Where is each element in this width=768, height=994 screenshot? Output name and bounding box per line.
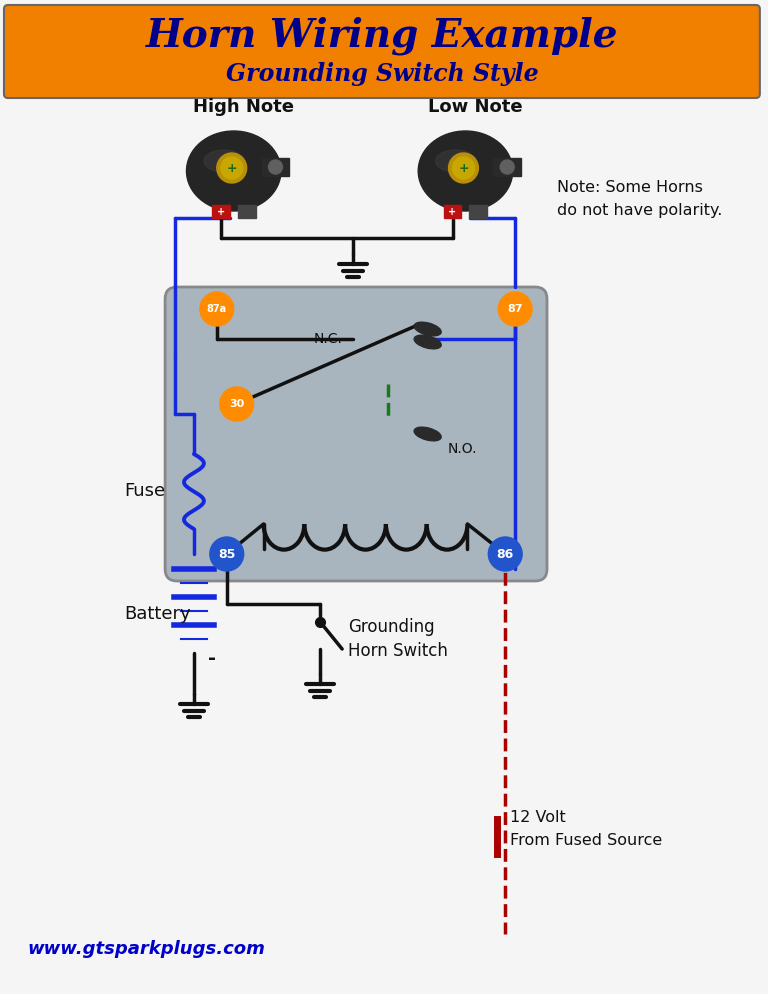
Ellipse shape — [414, 335, 441, 349]
Bar — [238, 205, 256, 218]
Ellipse shape — [419, 131, 513, 211]
Bar — [212, 205, 230, 218]
Circle shape — [200, 292, 233, 326]
Ellipse shape — [435, 150, 475, 172]
Circle shape — [210, 537, 243, 571]
Bar — [262, 158, 290, 176]
Circle shape — [217, 153, 247, 183]
Text: 30: 30 — [229, 399, 244, 409]
Text: N.C.: N.C. — [314, 332, 343, 346]
Text: 86: 86 — [497, 548, 514, 561]
Text: Grounding
Horn Switch: Grounding Horn Switch — [348, 617, 448, 660]
Ellipse shape — [414, 322, 441, 336]
Text: 87: 87 — [508, 304, 523, 314]
Text: +: + — [208, 547, 223, 565]
Circle shape — [220, 157, 243, 179]
Circle shape — [220, 387, 253, 421]
Bar — [444, 205, 462, 218]
Text: Horn Wiring Example: Horn Wiring Example — [146, 17, 618, 56]
Text: +: + — [227, 161, 237, 175]
Circle shape — [488, 537, 522, 571]
FancyBboxPatch shape — [165, 287, 547, 581]
Ellipse shape — [414, 427, 441, 440]
Text: -: - — [208, 648, 216, 668]
Text: 87a: 87a — [207, 304, 227, 314]
Ellipse shape — [204, 150, 243, 172]
Text: 85: 85 — [218, 548, 236, 561]
Circle shape — [500, 160, 515, 174]
FancyBboxPatch shape — [4, 5, 760, 98]
Ellipse shape — [187, 131, 281, 211]
Circle shape — [452, 157, 475, 179]
Text: Low Note: Low Note — [428, 98, 523, 116]
Text: 12 Volt
From Fused Source: 12 Volt From Fused Source — [510, 810, 663, 848]
Text: +: + — [449, 207, 457, 217]
Text: N.O.: N.O. — [448, 442, 477, 456]
Circle shape — [269, 160, 283, 174]
Text: Fuse: Fuse — [124, 482, 165, 500]
Bar — [469, 205, 488, 218]
Text: High Note: High Note — [194, 98, 294, 116]
Text: Note: Some Horns
do not have polarity.: Note: Some Horns do not have polarity. — [557, 180, 723, 218]
Text: +: + — [217, 207, 225, 217]
Text: +: + — [458, 161, 468, 175]
Circle shape — [498, 292, 532, 326]
Text: Battery: Battery — [124, 605, 191, 623]
Text: www.gtsparkplugs.com: www.gtsparkplugs.com — [28, 940, 266, 958]
Text: Grounding Switch Style: Grounding Switch Style — [226, 62, 538, 86]
Bar — [493, 158, 521, 176]
Circle shape — [449, 153, 478, 183]
